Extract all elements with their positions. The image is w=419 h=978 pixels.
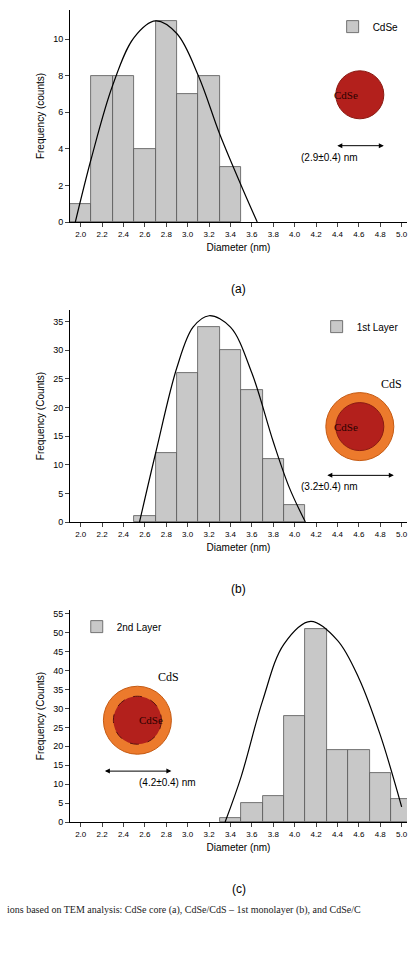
svg-text:CdS: CdS [381, 377, 402, 391]
svg-text:3.6: 3.6 [246, 530, 258, 539]
svg-text:(2.9±0.4) nm: (2.9±0.4) nm [301, 152, 358, 163]
svg-text:2: 2 [58, 181, 63, 191]
svg-text:2.8: 2.8 [161, 830, 173, 839]
svg-text:2.8: 2.8 [161, 230, 173, 239]
svg-text:Frequency (Counts): Frequency (Counts) [35, 372, 46, 460]
svg-text:0: 0 [58, 817, 63, 827]
svg-text:45: 45 [53, 647, 63, 657]
svg-text:2.8: 2.8 [161, 530, 173, 539]
svg-text:2.2: 2.2 [97, 830, 109, 839]
svg-text:2.6: 2.6 [139, 530, 151, 539]
svg-text:CdSe: CdSe [334, 421, 358, 433]
svg-text:2.2: 2.2 [97, 230, 109, 239]
svg-text:5.0: 5.0 [396, 830, 408, 839]
svg-text:20: 20 [53, 741, 63, 751]
svg-text:4.0: 4.0 [289, 230, 301, 239]
svg-text:3.0: 3.0 [182, 530, 194, 539]
svg-text:3.0: 3.0 [182, 830, 194, 839]
svg-text:2nd Layer: 2nd Layer [117, 622, 162, 633]
svg-text:1st Layer: 1st Layer [357, 322, 399, 333]
svg-text:3.8: 3.8 [268, 530, 280, 539]
svg-text:0: 0 [58, 217, 63, 227]
svg-text:4.2: 4.2 [310, 530, 322, 539]
svg-text:2.4: 2.4 [118, 830, 130, 839]
svg-text:(c): (c) [232, 882, 246, 896]
svg-text:2.0: 2.0 [75, 230, 87, 239]
svg-text:3.2: 3.2 [204, 230, 216, 239]
svg-text:25: 25 [53, 723, 63, 733]
svg-text:Diameter (nm): Diameter (nm) [207, 242, 271, 253]
svg-text:Diameter (nm): Diameter (nm) [207, 842, 271, 853]
svg-text:3.8: 3.8 [268, 830, 280, 839]
svg-text:4.0: 4.0 [289, 530, 301, 539]
svg-text:5: 5 [58, 489, 63, 499]
svg-text:30: 30 [53, 704, 63, 714]
svg-text:4.2: 4.2 [310, 830, 322, 839]
svg-text:4.8: 4.8 [375, 530, 387, 539]
svg-text:2.0: 2.0 [75, 530, 87, 539]
svg-text:4.4: 4.4 [332, 830, 344, 839]
svg-text:6: 6 [58, 107, 63, 117]
svg-text:3.0: 3.0 [182, 230, 194, 239]
svg-text:2.6: 2.6 [139, 230, 151, 239]
svg-text:(4.2±0.4) nm: (4.2±0.4) nm [139, 777, 196, 788]
svg-text:4.2: 4.2 [310, 230, 322, 239]
svg-text:4.0: 4.0 [289, 830, 301, 839]
svg-text:CdSe: CdSe [334, 89, 358, 101]
svg-text:2.0: 2.0 [75, 830, 87, 839]
svg-text:5: 5 [58, 798, 63, 808]
svg-text:0: 0 [58, 517, 63, 527]
svg-text:3.4: 3.4 [225, 830, 237, 839]
svg-text:4.4: 4.4 [332, 530, 344, 539]
svg-text:55: 55 [53, 609, 63, 619]
svg-text:(b): (b) [231, 582, 246, 596]
svg-text:4.8: 4.8 [375, 830, 387, 839]
svg-text:4.6: 4.6 [353, 530, 365, 539]
svg-text:3.2: 3.2 [204, 530, 216, 539]
svg-text:4.8: 4.8 [375, 230, 387, 239]
svg-text:4.4: 4.4 [332, 230, 344, 239]
svg-text:25: 25 [53, 374, 63, 384]
svg-text:Diameter (nm): Diameter (nm) [207, 542, 271, 553]
svg-text:40: 40 [53, 666, 63, 676]
svg-text:2.6: 2.6 [139, 830, 151, 839]
svg-text:35: 35 [53, 685, 63, 695]
svg-text:3.6: 3.6 [246, 230, 258, 239]
svg-text:5.0: 5.0 [396, 530, 408, 539]
svg-text:5.0: 5.0 [396, 230, 408, 239]
svg-text:15: 15 [53, 760, 63, 770]
svg-text:4: 4 [58, 144, 63, 154]
svg-text:(a): (a) [231, 282, 246, 296]
svg-text:8: 8 [58, 71, 63, 81]
svg-text:Frequency (Counts): Frequency (Counts) [35, 672, 46, 760]
svg-text:15: 15 [53, 431, 63, 441]
svg-text:35: 35 [53, 317, 63, 327]
svg-text:3.6: 3.6 [246, 830, 258, 839]
svg-text:4.6: 4.6 [353, 830, 365, 839]
svg-text:3.8: 3.8 [268, 230, 280, 239]
svg-text:50: 50 [53, 628, 63, 638]
svg-text:20: 20 [53, 403, 63, 413]
svg-text:4.6: 4.6 [353, 230, 365, 239]
svg-text:2.4: 2.4 [118, 230, 130, 239]
svg-text:2.2: 2.2 [97, 530, 109, 539]
html-text:ions based on TEM analysis: Cd: ions based on TEM analysis: CdSe core (a… [7, 904, 361, 915]
svg-text:2.4: 2.4 [118, 530, 130, 539]
svg-text:3.4: 3.4 [225, 230, 237, 239]
svg-text:CdS: CdS [158, 670, 179, 684]
svg-text:10: 10 [53, 460, 63, 470]
svg-text:(3.2±0.4) nm: (3.2±0.4) nm [301, 481, 358, 492]
svg-text:10: 10 [53, 779, 63, 789]
svg-text:10: 10 [53, 34, 63, 44]
svg-text:Frequency (counts): Frequency (counts) [35, 73, 46, 159]
svg-text:3.4: 3.4 [225, 530, 237, 539]
svg-text:3.2: 3.2 [204, 830, 216, 839]
svg-text:30: 30 [53, 345, 63, 355]
svg-text:CdSe: CdSe [139, 714, 163, 726]
svg-text:CdSe: CdSe [373, 22, 398, 33]
